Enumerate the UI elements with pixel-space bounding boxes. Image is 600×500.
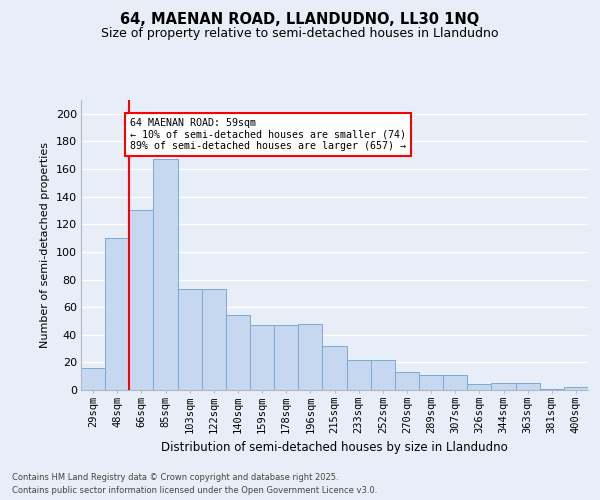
Bar xyxy=(81,368,105,390)
Bar xyxy=(467,384,491,390)
Bar xyxy=(178,289,202,390)
Bar xyxy=(515,383,540,390)
Bar xyxy=(443,375,467,390)
Bar xyxy=(226,316,250,390)
Text: 64, MAENAN ROAD, LLANDUDNO, LL30 1NQ: 64, MAENAN ROAD, LLANDUDNO, LL30 1NQ xyxy=(121,12,479,28)
Text: Contains HM Land Registry data © Crown copyright and database right 2025.: Contains HM Land Registry data © Crown c… xyxy=(12,472,338,482)
Bar xyxy=(129,210,154,390)
Bar xyxy=(419,375,443,390)
Bar xyxy=(564,387,588,390)
Bar xyxy=(491,383,515,390)
Bar xyxy=(154,160,178,390)
Bar xyxy=(202,289,226,390)
Bar xyxy=(298,324,322,390)
Bar xyxy=(371,360,395,390)
Bar xyxy=(274,325,298,390)
Bar xyxy=(105,238,129,390)
Y-axis label: Number of semi-detached properties: Number of semi-detached properties xyxy=(40,142,50,348)
Bar xyxy=(540,388,564,390)
Bar xyxy=(347,360,371,390)
Text: Size of property relative to semi-detached houses in Llandudno: Size of property relative to semi-detach… xyxy=(101,28,499,40)
X-axis label: Distribution of semi-detached houses by size in Llandudno: Distribution of semi-detached houses by … xyxy=(161,442,508,454)
Bar xyxy=(395,372,419,390)
Text: 64 MAENAN ROAD: 59sqm
← 10% of semi-detached houses are smaller (74)
89% of semi: 64 MAENAN ROAD: 59sqm ← 10% of semi-deta… xyxy=(130,118,406,151)
Text: Contains public sector information licensed under the Open Government Licence v3: Contains public sector information licen… xyxy=(12,486,377,495)
Bar xyxy=(322,346,347,390)
Bar xyxy=(250,325,274,390)
